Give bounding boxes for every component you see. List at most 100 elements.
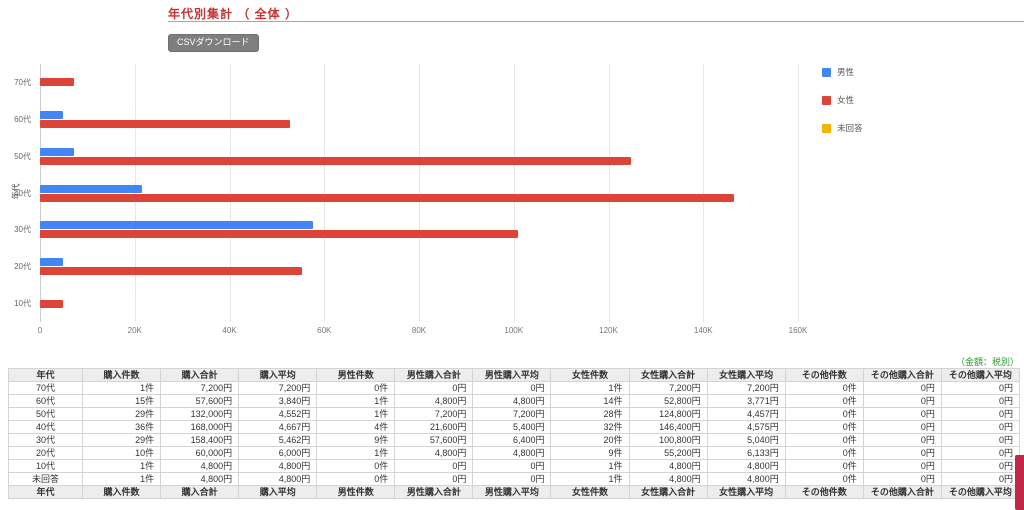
table-cell: 0円: [940, 420, 1021, 434]
table-cell: 0円: [862, 407, 942, 421]
table-header-cell: 女性購入平均: [706, 485, 786, 499]
table-header-cell: 男性購入合計: [394, 368, 474, 382]
table-cell: 4,800円: [238, 472, 318, 486]
table-cell: 未回答: [8, 472, 83, 486]
bar-group-50代: [40, 138, 798, 175]
table-cell: 1件: [316, 407, 396, 421]
bar-女性[interactable]: [40, 193, 734, 202]
table-cell: 0円: [394, 381, 474, 395]
table-header-cell: 男性購入合計: [394, 485, 474, 499]
gridline: [703, 64, 705, 322]
table-cell: 4,800円: [706, 459, 786, 473]
table-cell: 20件: [550, 433, 630, 447]
table-header-cell: 女性購入合計: [628, 485, 708, 499]
table-row: 未回答 1件 4,800円 4,800円 0件 0円 0円 1件 4,800円 4,800円 0件 0…: [8, 472, 1021, 486]
table-row: 10代 1件 4,800円 4,800円 0件 0円 0円 1件 4,800円 4,800円 0件 0…: [8, 459, 1021, 473]
table-cell: 0円: [862, 420, 942, 434]
bar-group-40代: [40, 175, 798, 212]
table-cell: 0件: [316, 381, 396, 395]
csv-download-button[interactable]: CSVダウンロード: [168, 34, 259, 52]
table-cell: 60代: [8, 394, 83, 408]
legend-label: 女性: [837, 95, 855, 105]
table-cell: 40代: [8, 420, 83, 434]
table-cell: 0円: [394, 472, 474, 486]
table-cell: 32件: [550, 420, 630, 434]
side-ribbon-tab[interactable]: [1015, 455, 1024, 510]
bar-男性[interactable]: [40, 221, 313, 230]
table-cell: 0円: [862, 394, 942, 408]
table-cell: 0円: [940, 381, 1021, 395]
bar-男性[interactable]: [40, 258, 63, 267]
legend-label: 未回答: [837, 123, 863, 133]
table-header-cell: 購入平均: [238, 368, 318, 382]
table-cell: 5,400円: [472, 420, 552, 434]
table-header-cell: 女性購入合計: [628, 368, 708, 382]
gridline: [798, 64, 799, 322]
table-cell: 0件: [784, 381, 864, 395]
bar-group-60代: [40, 101, 798, 138]
x-tick-label: 0: [37, 326, 43, 335]
table-cell: 0件: [784, 420, 864, 434]
table-cell: 7,200円: [706, 381, 786, 395]
category-label: 40代: [14, 188, 31, 198]
table-row: 60代 15件 57,600円 3,840円 1件 4,800円 4,800円 14件 52,8…: [8, 394, 1021, 408]
x-axis-tick-labels: 0 20K 40K 60K 80K 100K 120K 140K 160K: [37, 326, 808, 338]
bar-女性[interactable]: [40, 299, 63, 308]
table-cell: 0円: [862, 459, 942, 473]
category-label: 70代: [14, 77, 31, 87]
table-header-cell: 購入合計: [160, 485, 240, 499]
bar-男性[interactable]: [40, 110, 63, 119]
table-cell: 6,133円: [706, 446, 786, 460]
table-cell: 7,200円: [628, 381, 708, 395]
bar-女性[interactable]: [40, 230, 518, 239]
table-cell: 4,552円: [238, 407, 318, 421]
table-cell: 0円: [862, 472, 942, 486]
table-cell: 0件: [784, 472, 864, 486]
gridline: [419, 64, 420, 322]
table-header-cell: 購入平均: [238, 485, 318, 499]
category-label: 60代: [14, 114, 31, 124]
bar-group-30代: [40, 211, 798, 248]
gridline: [40, 64, 41, 322]
table-header-cell: 年代: [8, 485, 83, 499]
x-tick-label: 80K: [411, 326, 427, 335]
table-row: 20代 10件 60,000円 6,000円 1件 4,800円 4,800円 9件 55,20…: [8, 446, 1021, 460]
table-cell: 4,800円: [628, 459, 708, 473]
x-tick-label: 160K: [788, 326, 808, 335]
table-cell: 0件: [784, 394, 864, 408]
table-header-row: 年代 購入件数 購入合計 購入平均 男性件数 男性購入合計 男性購入平均 女性件数 女性購入合計…: [8, 485, 1021, 499]
bar-女性[interactable]: [40, 119, 291, 128]
table-cell: 146,400円: [628, 420, 708, 434]
bar-男性[interactable]: [40, 184, 143, 193]
bar-女性[interactable]: [40, 267, 302, 276]
table-cell: 9件: [316, 433, 396, 447]
legend-swatch: [822, 67, 831, 77]
table-header-cell: 男性購入平均: [472, 368, 552, 382]
legend-item-女性: 女性: [822, 94, 863, 106]
table-cell: 7,200円: [394, 407, 474, 421]
table-row: 30代 29件 158,400円 5,462円 9件 57,600円 6,400円 20件 10…: [8, 433, 1021, 447]
table-cell: 0円: [472, 459, 552, 473]
table-cell: 168,000円: [160, 420, 240, 434]
table-cell: 1件: [550, 472, 630, 486]
table-cell: 0円: [862, 446, 942, 460]
page-title: 年代別集計 （ 全体 ）: [168, 7, 299, 21]
bar-男性[interactable]: [40, 147, 75, 156]
bar-女性[interactable]: [40, 78, 75, 87]
bar-group-70代: [40, 64, 798, 101]
table-cell: 28件: [550, 407, 630, 421]
chart-legend: 男性女性未回答: [822, 66, 863, 150]
legend-item-男性: 男性: [822, 66, 863, 78]
gridline: [134, 64, 136, 322]
table-cell: 0件: [784, 459, 864, 473]
table-cell: 0円: [394, 459, 474, 473]
table-cell: 1件: [550, 459, 630, 473]
table-body: 70代 1件 7,200円 7,200円 0件 0円 0円 1件 7,200円 7,200円 0件 0…: [8, 381, 1021, 486]
table-cell: 4,800円: [472, 394, 552, 408]
table-cell: 10代: [8, 459, 83, 473]
table-header-cell: その他件数: [784, 485, 864, 499]
table-header-cell: 購入合計: [160, 368, 240, 382]
table-cell: 20代: [8, 446, 83, 460]
bar-女性[interactable]: [40, 156, 632, 165]
